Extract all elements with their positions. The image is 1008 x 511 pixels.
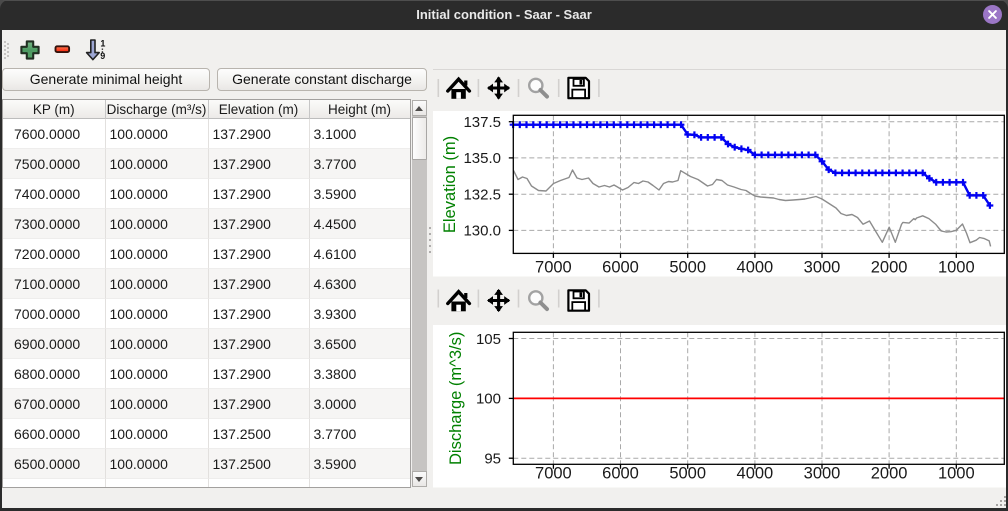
svg-text:2000: 2000 <box>871 465 908 483</box>
svg-text:6000: 6000 <box>602 465 639 483</box>
svg-text:7000: 7000 <box>535 259 572 277</box>
svg-text:132.5: 132.5 <box>463 187 501 204</box>
svg-text:5000: 5000 <box>669 465 706 483</box>
svg-text:4000: 4000 <box>737 259 774 277</box>
svg-text:9: 9 <box>100 51 105 61</box>
svg-text:135.0: 135.0 <box>463 150 501 167</box>
svg-text:3000: 3000 <box>804 259 841 277</box>
svg-text:1: 1 <box>100 38 105 48</box>
svg-text:100: 100 <box>476 391 501 408</box>
svg-text:130.0: 130.0 <box>463 223 501 240</box>
svg-text:1000: 1000 <box>938 259 975 277</box>
svg-text:7000: 7000 <box>535 465 572 483</box>
svg-text:6000: 6000 <box>602 259 639 277</box>
svg-text:4000: 4000 <box>737 465 774 483</box>
svg-text:105: 105 <box>476 331 501 348</box>
svg-text:95: 95 <box>484 451 501 468</box>
svg-text:Discharge (m^3/s): Discharge (m^3/s) <box>447 332 465 465</box>
svg-text:2000: 2000 <box>871 259 908 277</box>
svg-text:1000: 1000 <box>938 465 975 483</box>
svg-text:Elevation (m): Elevation (m) <box>441 136 459 233</box>
svg-text:3000: 3000 <box>804 465 841 483</box>
svg-text:137.5: 137.5 <box>463 114 501 131</box>
svg-text:5000: 5000 <box>669 259 706 277</box>
